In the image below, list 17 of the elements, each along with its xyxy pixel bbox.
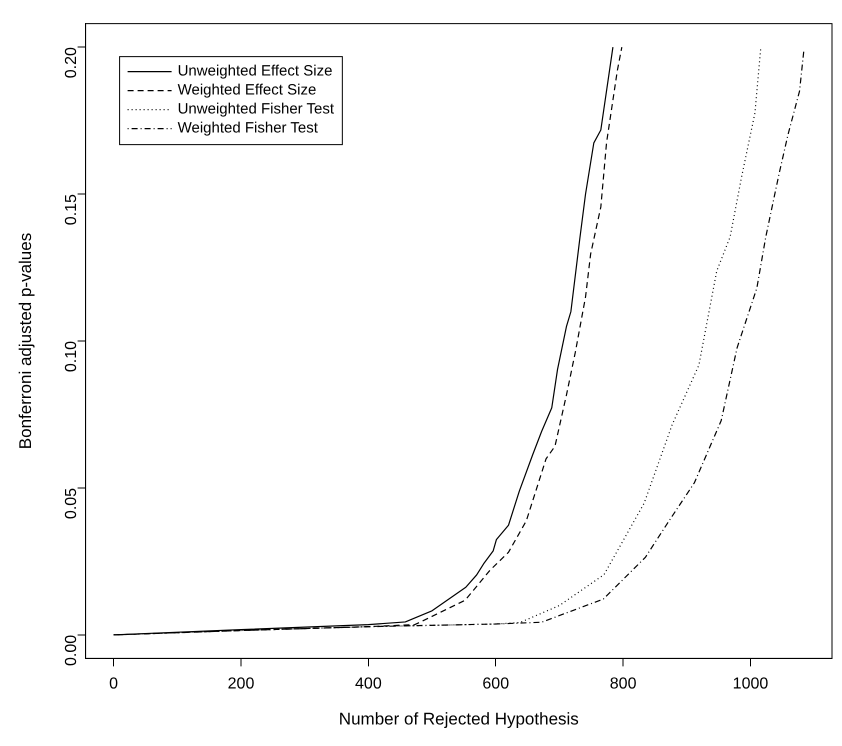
x-tick-label: 400: [355, 675, 382, 692]
legend-label: Weighted Fisher Test: [178, 120, 319, 137]
legend-label: Weighted Effect Size: [178, 82, 316, 99]
x-axis-title: Number of Rejected Hypothesis: [338, 709, 579, 728]
y-axis-title: Bonferroni adjusted p-values: [16, 232, 35, 450]
y-tick-label: 0.20: [63, 47, 80, 78]
y-tick-label: 0.00: [63, 634, 80, 666]
legend-label: Unweighted Fisher Test: [178, 100, 335, 118]
x-tick-label: 800: [610, 675, 637, 692]
y-tick-label: 0.15: [63, 194, 80, 226]
x-tick-label: 200: [228, 675, 254, 692]
x-tick-label: 0: [109, 675, 118, 692]
x-tick-label: 1000: [732, 675, 768, 692]
y-tick-label: 0.10: [63, 340, 80, 372]
y-tick-label: 0.05: [63, 488, 80, 520]
legend-label: Unweighted Effect Size: [178, 62, 332, 80]
x-tick-label: 600: [482, 675, 510, 692]
